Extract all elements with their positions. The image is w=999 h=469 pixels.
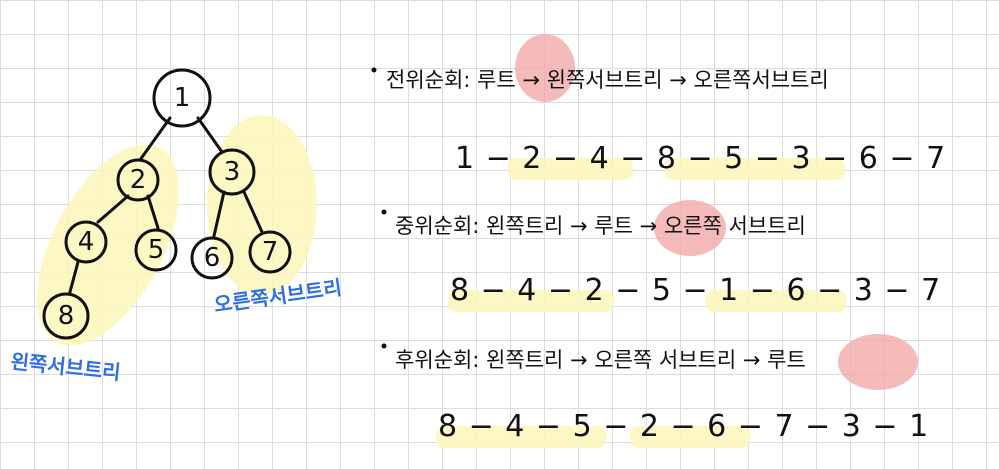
bullet-dot <box>381 343 387 349</box>
inorder-root-highlight <box>654 200 726 256</box>
postorder-section: 후위순회: 왼쪽트리 → 오른쪽 서브트리 → 루트 8 − 4 − 5 − 2… <box>381 334 929 448</box>
node-label: 6 <box>204 243 221 273</box>
inorder-section: 중위순회: 왼쪽트리 → 루트 → 오른쪽 서브트리 8 − 4 − 2 − 5… <box>381 200 941 312</box>
rule-left: 왼쪽트리 <box>486 214 563 238</box>
rule-left: 왼쪽트리 <box>486 348 563 372</box>
rule-root: 루트 <box>767 348 806 372</box>
node-label: 3 <box>224 157 241 187</box>
preorder-root-highlight <box>515 34 575 102</box>
node-circle <box>116 158 160 202</box>
bullet-dot <box>381 209 387 215</box>
tree-node-8: 8 <box>42 292 90 340</box>
edge-1-3 <box>196 116 224 154</box>
postorder-left-highlight <box>436 426 606 448</box>
tree-node-7: 7 <box>248 230 292 274</box>
left-subtree-highlight <box>37 144 179 346</box>
preorder-rule: 전위순회: 루트 → 왼쪽서브트리 → 오른쪽서브트리 <box>386 68 829 92</box>
node-label: 8 <box>58 301 75 331</box>
node-circle <box>208 148 256 196</box>
tree-node-2: 2 <box>116 158 160 202</box>
rule-colon: : <box>472 348 486 372</box>
inorder-sequence: 8 − 4 − 2 − 5 − 1 − 6 − 3 − 7 <box>450 273 941 308</box>
node-circle <box>190 236 234 280</box>
rule-arrow: → <box>563 214 594 238</box>
rule-root: 루트 <box>594 214 633 238</box>
rule-right: 오른쪽서브트리 <box>694 68 829 92</box>
rule-root: 루트 <box>477 68 516 92</box>
preorder-right-highlight <box>665 158 845 180</box>
rule-right: 오른쪽 서브트리 <box>664 214 806 238</box>
tree-node-3: 3 <box>208 148 256 196</box>
node-label: 1 <box>174 83 191 113</box>
node-circle <box>42 292 90 340</box>
tree-node-6: 6 <box>190 236 234 280</box>
rule-arrow: → <box>516 68 547 92</box>
left-subtree-label: 왼쪽서브트리 <box>9 349 121 384</box>
edge-2-4 <box>96 194 130 224</box>
preorder-left-highlight <box>508 158 633 180</box>
tree-node-4: 4 <box>64 220 108 264</box>
rule-arrow: → <box>663 68 694 92</box>
preorder-title: 전위순회 <box>386 68 463 92</box>
preorder-sequence: 1 − 2 − 4 − 8 − 5 − 3 − 6 − 7 <box>455 141 946 176</box>
rule-arrow: → <box>736 348 767 372</box>
node-circle <box>152 68 212 128</box>
node-label: 5 <box>148 235 165 265</box>
rule-right: 오른쪽 서브트리 <box>594 348 736 372</box>
bullet-dot <box>371 67 377 73</box>
edge-2-5 <box>146 194 160 230</box>
rule-left: 왼쪽서브트리 <box>547 68 663 92</box>
node-label: 7 <box>262 237 279 267</box>
postorder-title: 후위순회 <box>395 348 472 372</box>
postorder-sequence: 8 − 4 − 5 − 2 − 6 − 7 − 3 − 1 <box>438 409 929 444</box>
tree-edges <box>68 116 264 294</box>
rule-arrow: → <box>563 348 594 372</box>
edge-3-7 <box>242 190 264 234</box>
postorder-right-highlight <box>630 426 750 448</box>
node-label: 2 <box>130 165 147 195</box>
node-label: 4 <box>78 227 95 257</box>
node-circle <box>64 220 108 264</box>
preorder-section: 전위순회: 루트 → 왼쪽서브트리 → 오른쪽서브트리 1 − 2 − 4 − … <box>371 34 946 180</box>
edge-4-8 <box>68 260 80 294</box>
node-circle <box>134 228 178 272</box>
inorder-left-highlight <box>448 290 614 312</box>
edge-3-6 <box>212 190 226 238</box>
rule-colon: : <box>472 214 486 238</box>
rule-arrow: → <box>633 214 664 238</box>
tree-node-5: 5 <box>134 228 178 272</box>
tree-node-1: 1 <box>152 68 212 128</box>
rule-colon: : <box>463 68 477 92</box>
inorder-rule: 중위순회: 왼쪽트리 → 루트 → 오른쪽 서브트리 <box>395 214 806 238</box>
inorder-title: 중위순회 <box>395 214 472 238</box>
inorder-right-highlight <box>706 290 846 312</box>
node-circle <box>248 230 292 274</box>
edge-1-2 <box>138 116 172 162</box>
right-subtree-highlight <box>207 115 317 295</box>
postorder-root-highlight <box>838 334 918 390</box>
postorder-rule: 후위순회: 왼쪽트리 → 오른쪽 서브트리 → 루트 <box>395 348 806 372</box>
